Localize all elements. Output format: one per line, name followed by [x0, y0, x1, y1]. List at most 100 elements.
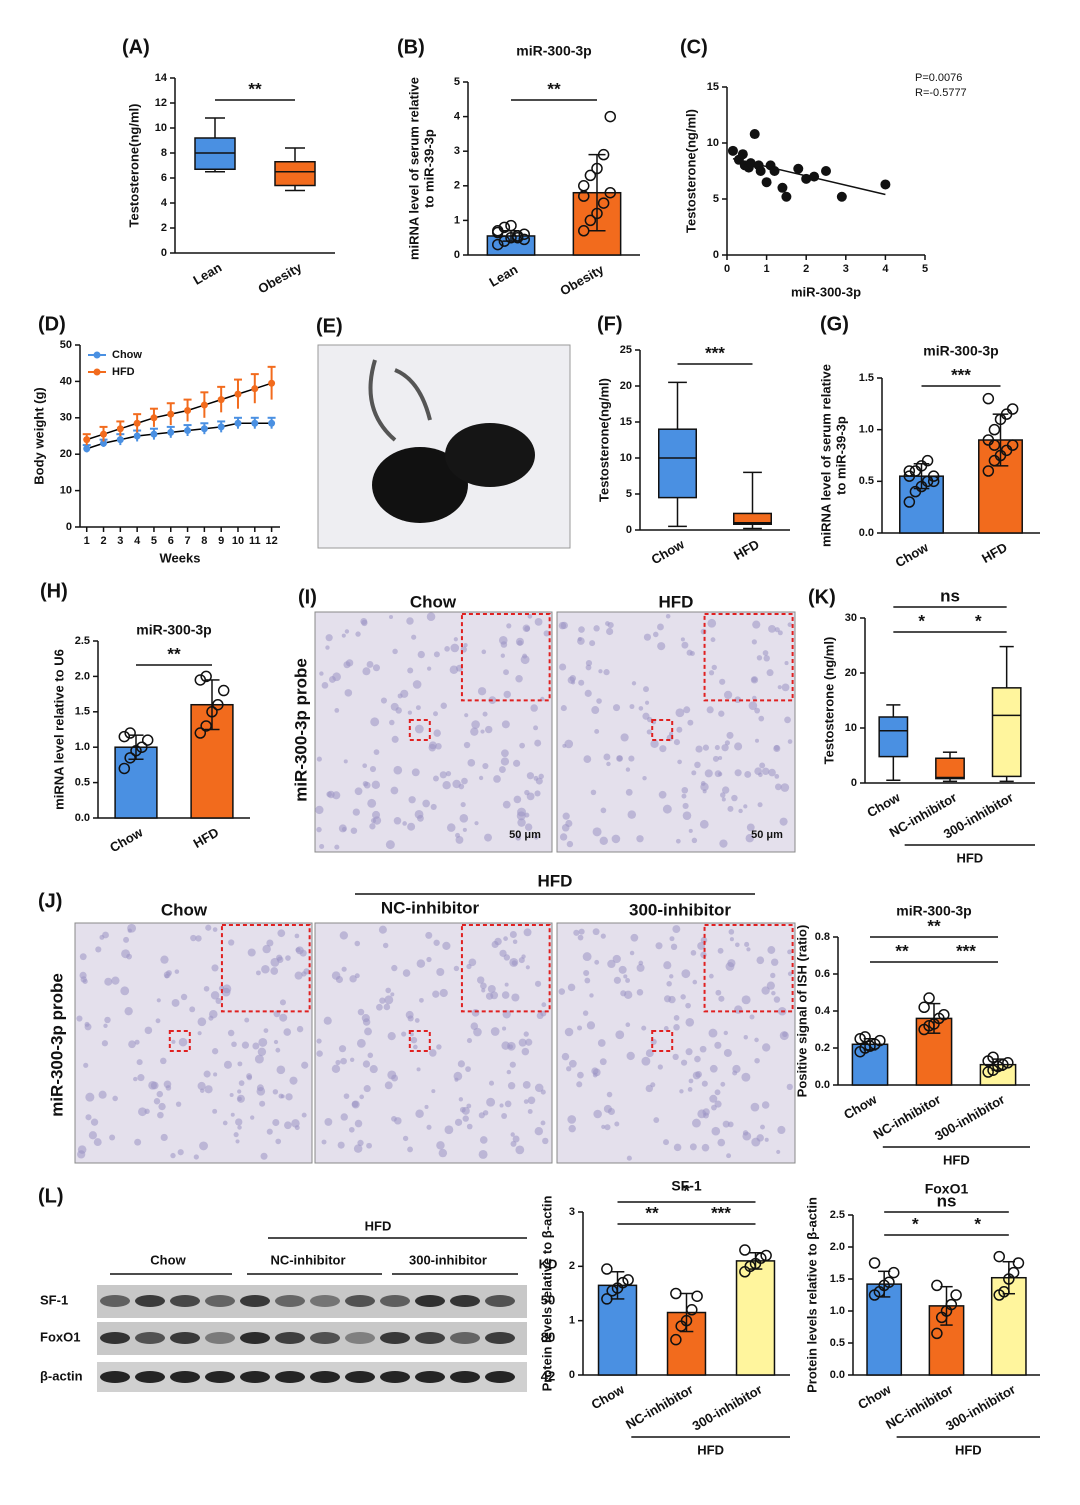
- cell: [672, 925, 681, 934]
- data-point: [518, 228, 530, 240]
- cell: [616, 755, 623, 762]
- cell: [266, 1128, 273, 1135]
- cell: [382, 942, 389, 949]
- cell: [203, 985, 210, 992]
- micrograph: [314, 611, 553, 853]
- cell: [445, 770, 452, 777]
- y-tick-label: 0.5: [859, 475, 874, 487]
- cell: [355, 631, 361, 637]
- cell: [178, 1037, 188, 1047]
- cell: [77, 1150, 86, 1159]
- data-point: [988, 423, 1001, 436]
- cell: [598, 669, 603, 674]
- cell: [461, 1106, 470, 1115]
- cell: [725, 962, 735, 971]
- blot-band: [485, 1332, 515, 1344]
- cell: [509, 1061, 516, 1068]
- cell: [764, 1137, 769, 1142]
- blot-band: [345, 1295, 375, 1307]
- cell: [90, 1118, 99, 1126]
- cell: [257, 1047, 267, 1057]
- line-marker: [217, 423, 225, 431]
- group-label: HFD: [365, 1218, 392, 1233]
- cell: [370, 717, 380, 727]
- y-tick-label: 0: [161, 247, 167, 259]
- significance-label: ***: [705, 343, 725, 362]
- cell: [246, 1073, 253, 1080]
- cell: [629, 704, 635, 710]
- x-tick-label: Chow: [649, 536, 688, 567]
- cell: [478, 1149, 488, 1159]
- cell: [197, 1031, 202, 1036]
- cell: [285, 955, 291, 961]
- cell: [643, 686, 649, 693]
- x-tick-label: Chow: [864, 789, 903, 820]
- y-tick-label: 1: [569, 1315, 575, 1327]
- cell: [128, 1040, 136, 1049]
- cell: [482, 762, 489, 770]
- x-tick-label: Obesity: [255, 259, 304, 296]
- data-point: [903, 496, 916, 508]
- cell: [369, 1065, 378, 1074]
- y-tick-label: 0: [454, 249, 460, 261]
- cell: [774, 627, 780, 633]
- cell: [692, 1071, 701, 1080]
- data-point: [801, 173, 812, 184]
- y-tick-label: 6: [161, 172, 167, 184]
- cell: [685, 1002, 691, 1009]
- cell: [685, 1048, 693, 1056]
- cell: [340, 1113, 348, 1121]
- cell: [759, 762, 766, 769]
- cell: [241, 1041, 250, 1049]
- cell: [673, 739, 681, 746]
- cell: [692, 979, 698, 985]
- chart: (G) miR-300-3p 0.0 0.5 1.0 1.5 miRNA level of …: [818, 313, 1040, 570]
- cell: [429, 1049, 437, 1057]
- cell: [337, 1141, 345, 1149]
- cell: [180, 993, 188, 1001]
- x-axis-label: Weeks: [160, 550, 201, 565]
- cell: [646, 716, 653, 723]
- cell: [702, 1108, 710, 1116]
- cell: [276, 956, 284, 963]
- line-marker: [200, 401, 208, 409]
- cell: [484, 833, 492, 842]
- cell: [503, 936, 508, 941]
- cell: [247, 948, 256, 957]
- cell: [144, 1026, 153, 1035]
- cell: [592, 827, 602, 837]
- cell: [301, 1112, 307, 1118]
- cell: [524, 823, 533, 831]
- line-marker: [116, 425, 124, 433]
- blot-band: [310, 1371, 340, 1383]
- blot-band: [170, 1332, 200, 1344]
- cell: [236, 1094, 245, 1103]
- cell: [157, 1111, 164, 1119]
- cell: [319, 671, 324, 676]
- cell: [237, 1089, 242, 1094]
- cell: [363, 1085, 371, 1093]
- cell: [732, 1064, 741, 1074]
- cell: [603, 669, 610, 676]
- y-tick-label: 0.8: [815, 931, 830, 943]
- cell: [578, 626, 585, 633]
- cell: [576, 1081, 583, 1088]
- cell: [392, 648, 398, 655]
- cell: [597, 1039, 606, 1047]
- cell: [673, 1014, 680, 1021]
- cell: [289, 1076, 298, 1085]
- cell: [750, 1102, 760, 1112]
- cell: [625, 1022, 631, 1028]
- cell: [708, 1028, 718, 1038]
- legend-label: Chow: [112, 349, 142, 361]
- blot-band: [485, 1371, 515, 1383]
- data-point: [755, 166, 766, 176]
- cell: [341, 966, 347, 972]
- cell: [754, 1037, 759, 1043]
- significance-label: *: [975, 611, 982, 630]
- cell: [707, 618, 717, 628]
- cell: [353, 1144, 363, 1153]
- cell: [726, 1153, 732, 1159]
- cell: [686, 649, 693, 656]
